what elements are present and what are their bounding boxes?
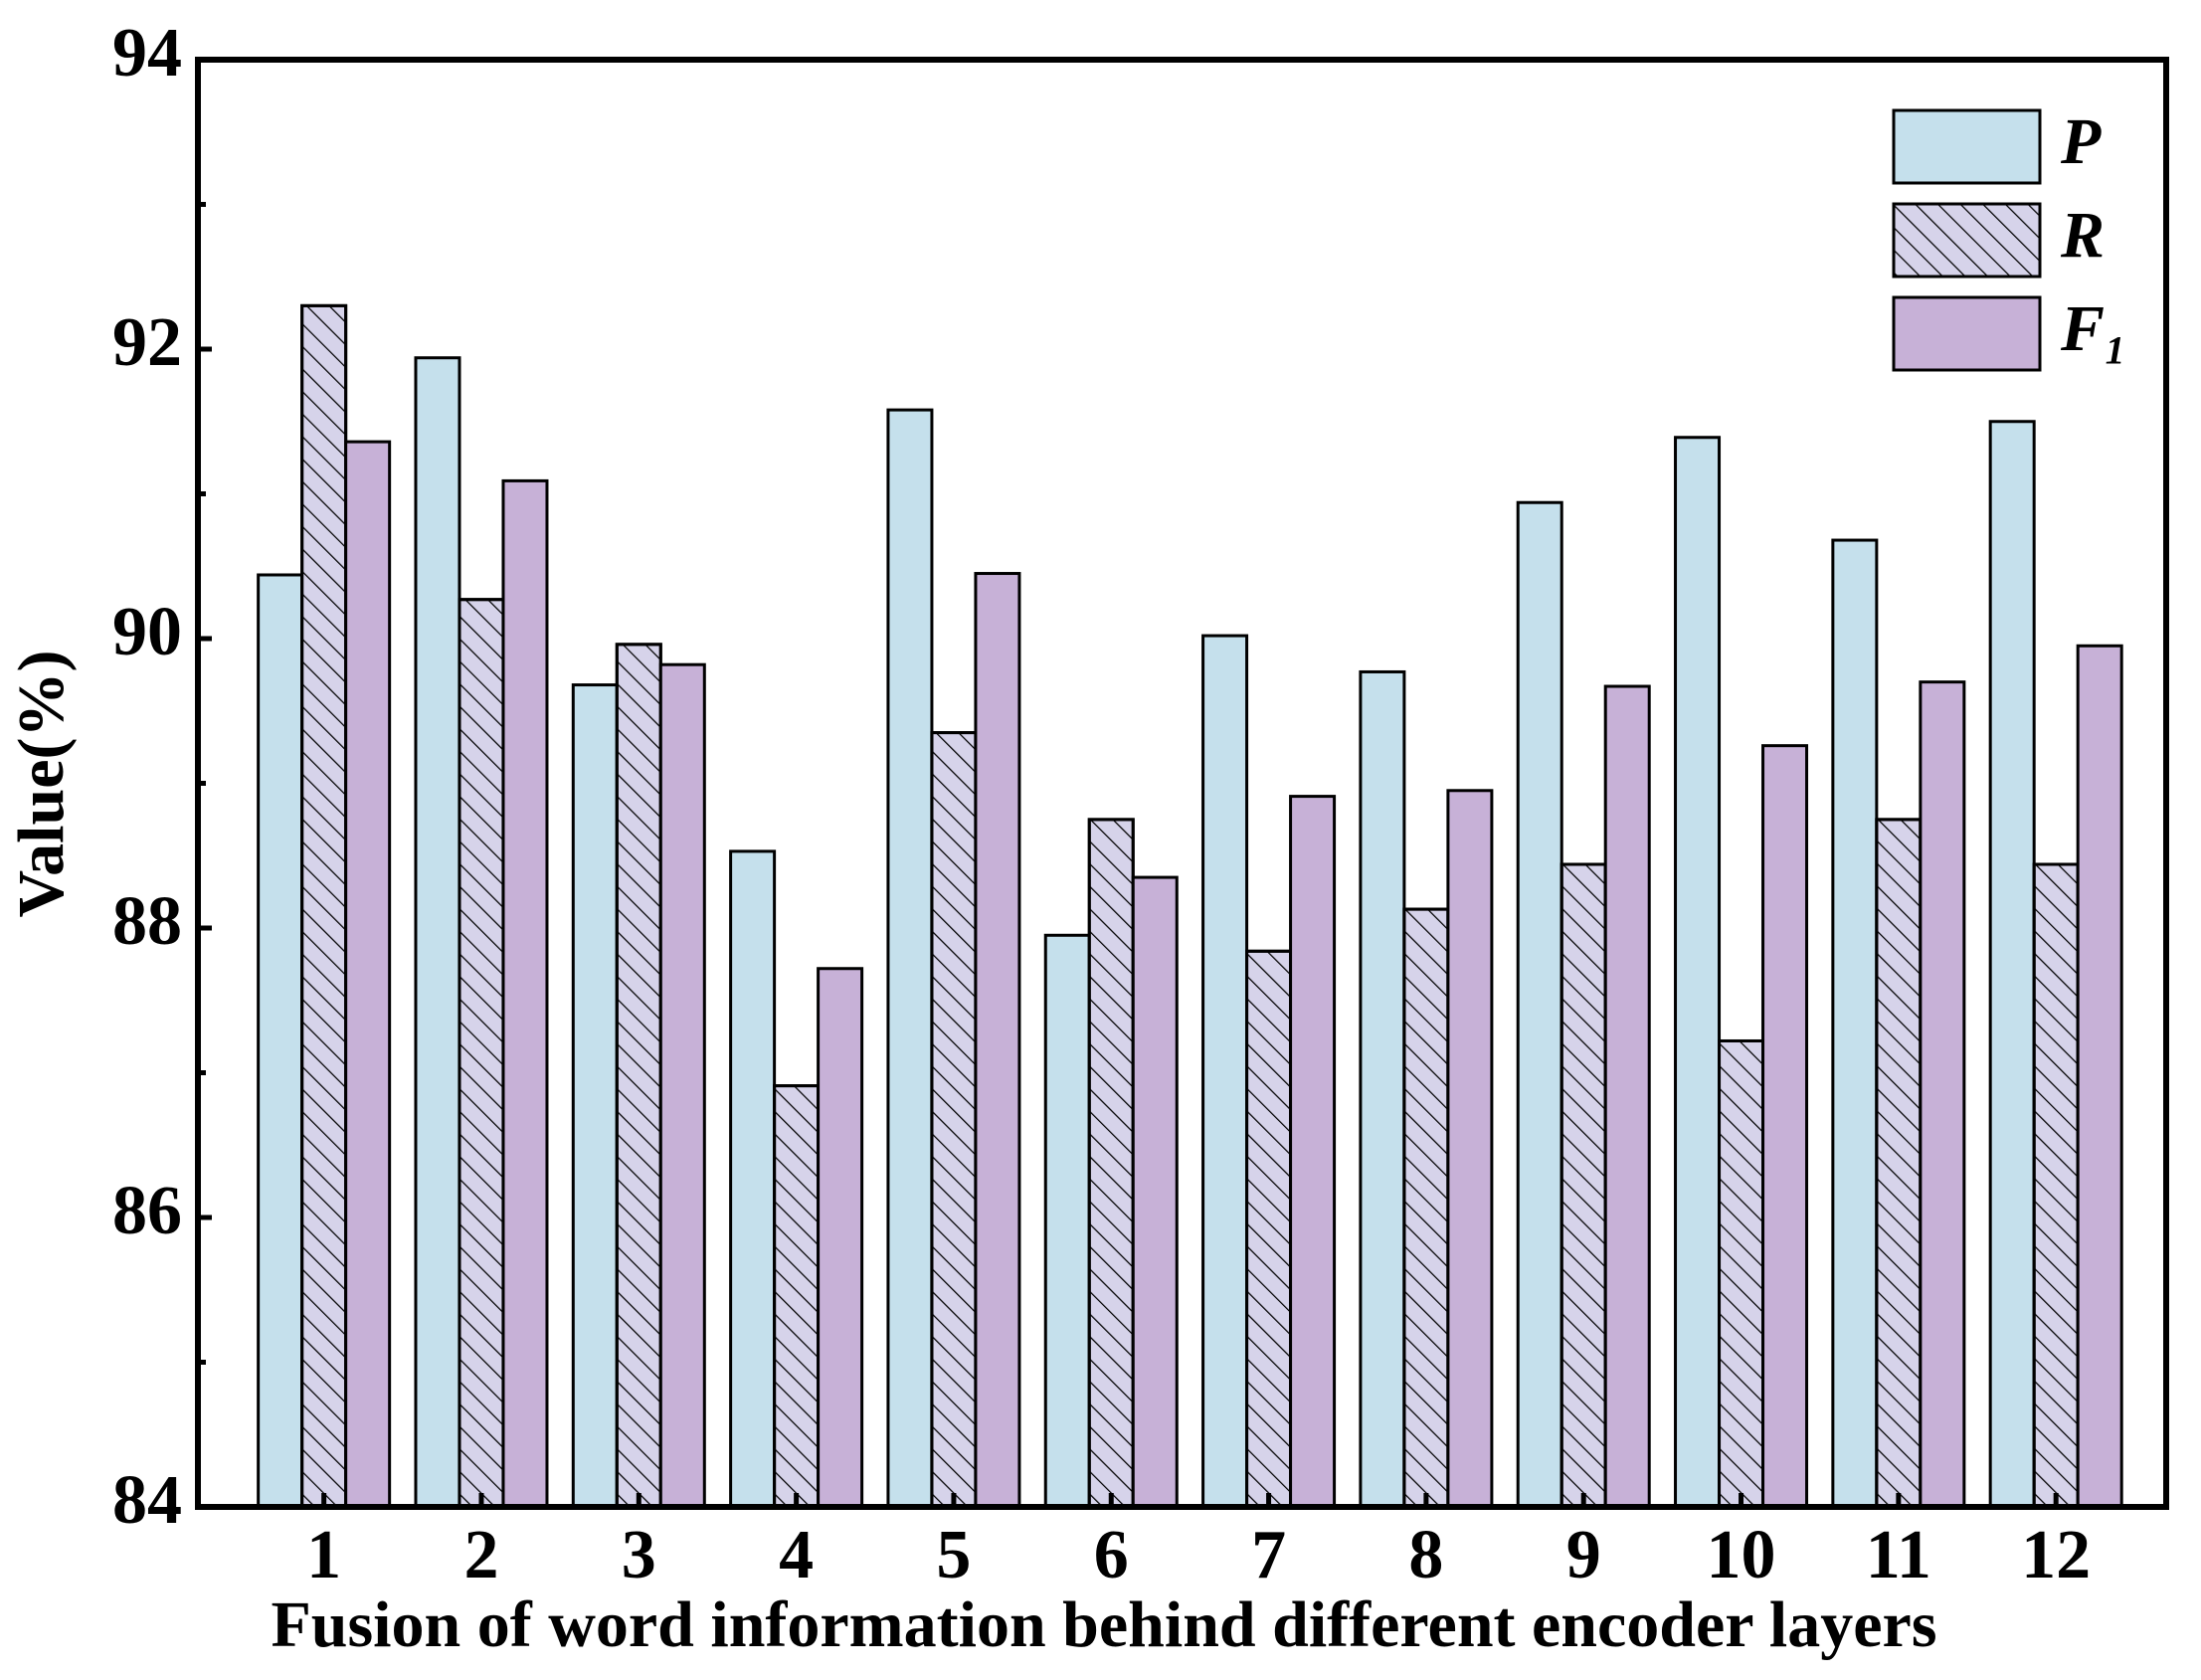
bar-hatch xyxy=(1718,1038,1765,1509)
bar xyxy=(886,408,934,1509)
bar xyxy=(344,440,392,1509)
y-axis-title: Value(%) xyxy=(5,651,78,918)
bar xyxy=(1359,669,1406,1509)
x-tick-label: 3 xyxy=(622,1517,656,1593)
bar xyxy=(1919,680,1966,1509)
x-tick-label: 11 xyxy=(1866,1517,1931,1593)
bar-hatch xyxy=(773,1084,821,1509)
bar xyxy=(658,662,706,1509)
plot-frame xyxy=(195,57,2169,1510)
bar-hatch xyxy=(1559,862,1607,1509)
y-tick-label: 94 xyxy=(112,15,182,92)
bar xyxy=(974,572,1021,1509)
bar xyxy=(1131,875,1179,1509)
legend-swatch xyxy=(1892,108,2042,185)
bar xyxy=(1201,634,1249,1509)
bar xyxy=(729,849,777,1509)
bar-hatch xyxy=(1245,949,1293,1509)
legend-label: F₁ xyxy=(2060,292,2127,365)
x-tick-label: 6 xyxy=(1094,1517,1129,1593)
legend-swatch-hatch xyxy=(1892,202,2042,279)
bar-hatch xyxy=(1087,818,1135,1509)
x-tick-label: 9 xyxy=(1566,1517,1601,1593)
bar xyxy=(1603,684,1651,1509)
bar xyxy=(1988,420,2036,1509)
y-tick-label: 90 xyxy=(112,594,182,670)
x-axis-title: Fusion of word information behind differ… xyxy=(271,1588,1936,1661)
x-tick-label: 8 xyxy=(1408,1517,1443,1593)
bar xyxy=(1674,436,1722,1509)
bar xyxy=(1446,789,1494,1509)
legend-label: R xyxy=(2060,199,2105,272)
legend-swatch xyxy=(1892,295,2042,372)
bar xyxy=(1761,744,1809,1509)
bar xyxy=(817,967,864,1509)
bar xyxy=(257,573,304,1509)
x-tick-label: 7 xyxy=(1251,1517,1286,1593)
y-tick-label: 84 xyxy=(112,1462,182,1539)
bar xyxy=(501,478,549,1509)
bar xyxy=(2076,644,2123,1509)
bar xyxy=(414,356,461,1509)
y-tick-label: 88 xyxy=(112,883,182,960)
bar-hatch xyxy=(458,598,505,1509)
bar-hatch xyxy=(615,643,662,1509)
x-tick-label: 10 xyxy=(1707,1517,1776,1593)
x-tick-label: 12 xyxy=(2021,1517,2091,1593)
bar-hatch xyxy=(930,731,978,1509)
bar xyxy=(1043,933,1091,1509)
legend-label: P xyxy=(2060,105,2102,178)
x-tick-label: 1 xyxy=(306,1517,341,1593)
bar xyxy=(1831,538,1879,1509)
y-tick-label: 86 xyxy=(112,1173,182,1249)
y-tick-label: 92 xyxy=(112,304,182,381)
bar xyxy=(571,683,619,1509)
x-tick-label: 4 xyxy=(779,1517,814,1593)
bar-hatch xyxy=(1402,907,1450,1509)
bar xyxy=(1289,795,1337,1509)
bar xyxy=(1516,500,1563,1509)
bar-hatch xyxy=(300,303,348,1509)
bar-hatch xyxy=(2032,862,2080,1509)
x-tick-label: 5 xyxy=(936,1517,971,1593)
x-tick-label: 2 xyxy=(463,1517,498,1593)
bar-hatch xyxy=(1875,818,1923,1509)
